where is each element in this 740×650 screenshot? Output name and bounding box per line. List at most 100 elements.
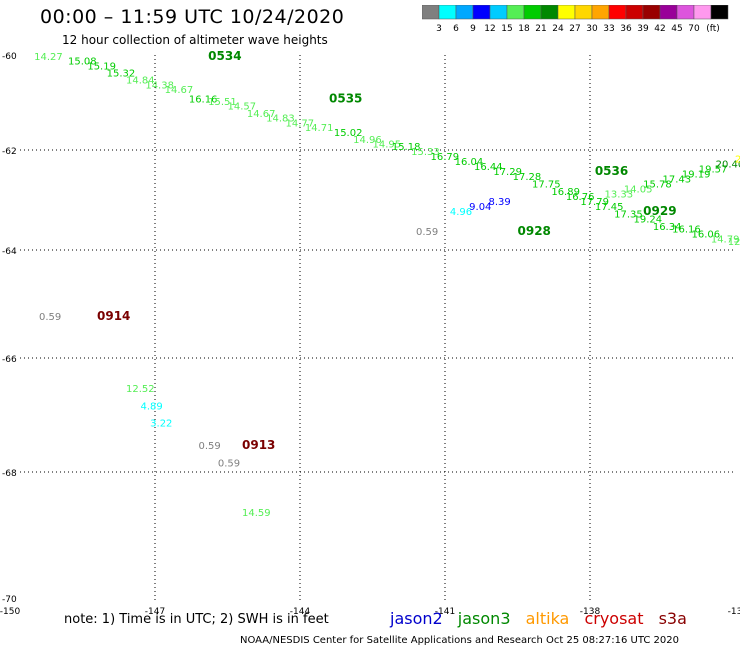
wave-height-label: 13.33 [605,190,634,201]
wave-height-label: 16.06 [692,230,721,241]
colorbar-label: 15 [501,24,512,34]
wave-height-label: 4.89 [141,401,163,412]
wave-height-label: 14.67 [247,109,276,120]
wave-height-label: 22.43 [735,155,740,166]
colorbar-label: 3 [436,24,442,34]
wave-height-label: 14.96 [353,135,382,146]
sat-legend-s3a: s3a [658,609,687,628]
track-label-0534: 0534 [208,49,241,63]
y-tick-label: -66 [2,355,17,365]
page-title: 00:00 – 11:59 UTC 10/24/2020 [40,6,345,28]
wave-height-label: 16.34 [653,222,682,233]
sat-legend-jason3: jason3 [457,609,511,628]
wave-height-label: 15.78 [643,180,672,191]
wave-height-label: 15.51 [208,97,237,108]
credit-line: NOAA/NESDIS Center for Satellite Applica… [240,635,679,646]
wave-height-label: 17.35 [614,210,643,221]
wave-height-label: 16.79 [431,152,460,163]
wave-height-label: 17.43 [663,175,692,186]
wave-height-label: 15.33 [411,147,440,158]
x-tick-label: -150 [0,607,20,617]
colorbar-label: 12 [484,24,495,34]
colorbar-label: 45 [671,24,682,34]
colorbar-unit: (ft) [706,24,720,34]
axis-ticks: -150 -147 -144 -141 -138 -13 -60 -62 -64 -66 -68 -7… [0,52,740,617]
wave-height-label: 14.27 [34,52,63,63]
wave-height-label: 16.44 [474,162,503,173]
wave-height-label: 4.96 [450,207,472,218]
wave-height-label: 14.83 [266,114,295,125]
wave-height-label: 19.57 [699,165,728,176]
map-grid [20,55,735,600]
wave-height-label: 19.19 [682,170,711,181]
wave-height-label: 16.04 [455,157,484,168]
track-label-0913: 0913 [242,438,275,452]
wave-height-label: 14.67 [165,85,194,96]
track-label-0535: 0535 [329,92,362,106]
wave-height-label: 0.59 [218,458,240,469]
track-label-0914: 0914 [97,309,130,323]
sat-legend-jason2: jason2 [390,609,443,628]
wave-height-label: 16.16 [672,225,701,236]
wave-height-label: 14.57 [228,102,257,113]
track-label-0928: 0928 [518,224,551,238]
wave-height-label: 17.79 [580,197,609,208]
wave-height-label: 20.40 [716,160,740,171]
y-tick-label: -62 [2,147,17,157]
track-labels: 0534 0535 0536 0929 0928 0914 0913 [97,49,677,452]
wave-height-label: 14.71 [305,123,334,134]
footer-note: note: 1) Time is in UTC; 2) SWH is in fe… [64,612,329,627]
x-tick-label: -141 [435,607,455,617]
y-tick-label: -64 [2,247,17,257]
page-subtitle: 12 hour collection of altimeter wave hei… [62,33,328,47]
satellite-legend: jason2 jason3 altika cryosat s3a [390,609,697,628]
wave-height-label: 8.39 [489,197,511,208]
wave-height-label: 14.79 [711,235,740,246]
x-tick-label: -147 [145,607,165,617]
wave-height-label: 3.22 [150,418,172,429]
x-tick-label: -138 [580,607,601,617]
colorbar-label: 9 [470,24,476,34]
wave-height-label: 14.38 [145,80,174,91]
wave-height-label: 16.89 [551,187,580,198]
wave-height-label: 14.95 [373,140,402,151]
wave-height-label: 14.05 [624,185,653,196]
wave-height-label: 17.45 [595,202,624,213]
wave-height-label: 19.24 [634,215,663,226]
wave-height-label: 14.84 [126,76,155,87]
wave-height-label: 12.52 [126,384,155,395]
y-tick-label: -68 [2,469,17,479]
wave-height-label: 14.59 [242,508,271,519]
colorbar-swatch [710,5,729,20]
sat-legend-cryosat: cryosat [584,609,644,628]
wave-height-label: 16.76 [566,192,595,203]
colorbar-label: 21 [535,24,546,34]
wave-height-label: 15.02 [334,128,363,139]
x-tick-label: -13 [728,607,740,617]
y-tick-label: -70 [2,595,17,605]
wave-height-label: 17.28 [513,172,542,183]
colorbar-label: 36 [620,24,632,34]
colorbar-label: 70 [688,24,700,34]
colorbar-label: 39 [637,24,649,34]
x-tick-label: -144 [290,607,311,617]
wave-height-label: 17.29 [493,167,522,178]
colorbar-label: 27 [569,24,580,34]
colorbar-label: 30 [586,24,598,34]
color-scale-legend: 3 6 9 12 15 18 21 24 27 30 33 36 39 42 45 70 (ft) [422,5,729,34]
sat-legend-altika: altika [525,609,570,628]
wave-height-label: 15.32 [107,68,136,79]
colorbar-label: 33 [603,24,614,34]
wave-height-label: 15.08 [68,57,97,68]
colorbar-label: 18 [518,24,530,34]
wave-height-label: 15.18 [392,142,421,153]
track-label-0536: 0536 [595,164,628,178]
colorbar-label: 42 [654,24,665,34]
wave-height-label: 16.16 [189,95,218,106]
wave-height-label: 12.4 [728,237,740,248]
wave-height-label: 17.75 [532,180,561,191]
y-tick-label: -60 [2,52,17,62]
wave-height-label: 0.59 [416,227,438,238]
wave-height-label: 9.04 [469,202,491,213]
